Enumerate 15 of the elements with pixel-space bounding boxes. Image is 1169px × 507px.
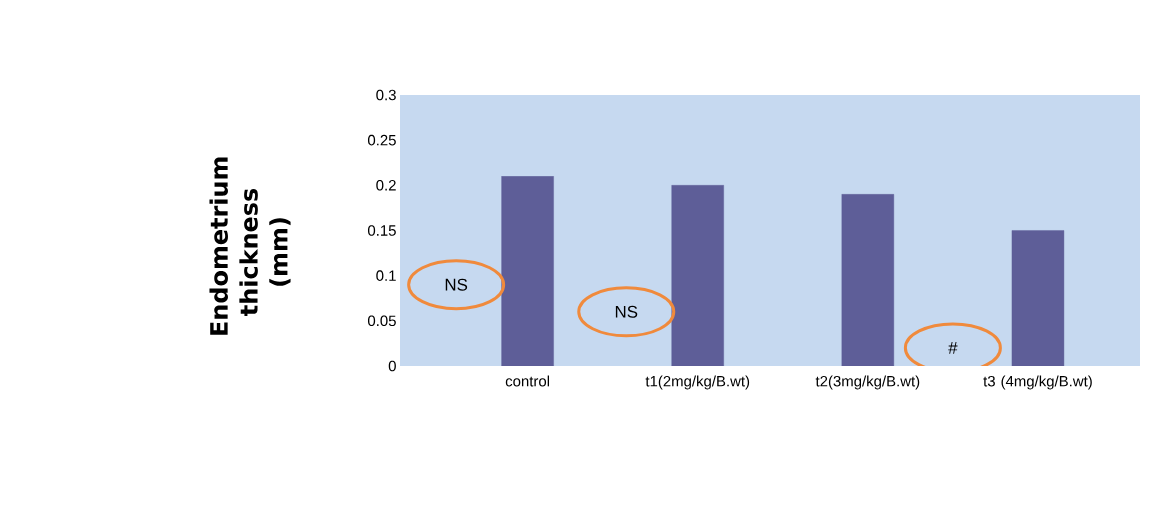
x-tick-label: t1(2mg/kg/B.wt) — [645, 375, 750, 390]
x-tick-label: control — [505, 375, 550, 387]
y-tick-label: 0.15 — [367, 225, 396, 236]
y-tick-label: 0.3 — [376, 89, 396, 101]
y-tick-label: 0.2 — [376, 180, 396, 191]
y-tick-label: 0.1 — [376, 270, 396, 281]
x-tick-label: t3 (4mg/kg/B.wt) — [983, 375, 1092, 390]
x-tick-label: t2(3mg/kg/B.wt) — [815, 375, 920, 390]
annotation: NS — [615, 305, 638, 318]
y-tick-label: 0 — [388, 360, 396, 372]
y-tick-label: 0.05 — [367, 315, 396, 327]
y-tick-label: 0.25 — [367, 134, 396, 146]
y-axis-title: Endometrium thickness (mm) — [209, 157, 291, 335]
annotation: # — [948, 342, 958, 354]
annotation: NS — [445, 278, 468, 291]
